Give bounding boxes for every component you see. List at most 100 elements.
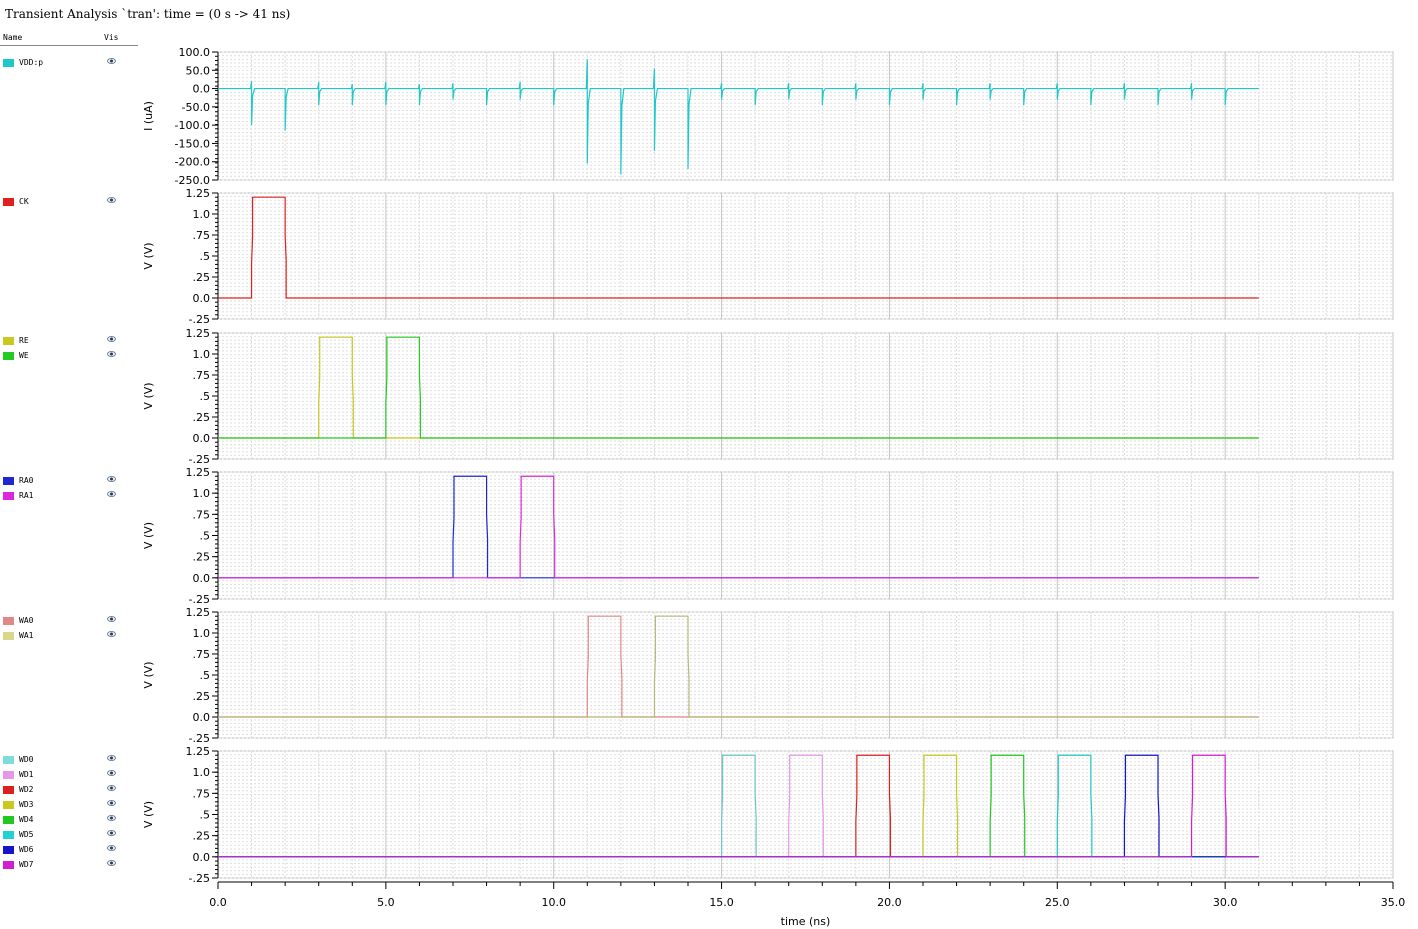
signal-color-swatch bbox=[3, 337, 14, 345]
legend-signal-wa0[interactable]: WA0 bbox=[3, 615, 138, 627]
visibility-eye-icon[interactable] bbox=[107, 769, 116, 777]
y-tick-label: 50.0 bbox=[186, 64, 211, 77]
y-tick-label: 1.25 bbox=[186, 745, 211, 758]
legend-signal-wd6[interactable]: WD6 bbox=[3, 844, 138, 856]
signal-color-swatch bbox=[3, 801, 14, 809]
trace-wd3[interactable] bbox=[218, 754, 1259, 858]
panel-3: 1.25 1.0 .75 .5 .25 0.0 -.25 V (V) bbox=[142, 466, 1394, 606]
y-axis-label: V (V) bbox=[142, 661, 155, 688]
y-tick-label: 0.0 bbox=[193, 711, 211, 724]
y-axis-label: V (V) bbox=[142, 382, 155, 409]
y-tick-label: 0.0 bbox=[193, 292, 211, 305]
panel-0: 100.0 50.0 0.0 -50.0 -100.0 -150.0 -200.0 -250.… bbox=[142, 46, 1394, 187]
legend-signal-ra1[interactable]: RA1 bbox=[3, 490, 138, 502]
legend-signal-wd3[interactable]: WD3 bbox=[3, 799, 138, 811]
signal-color-swatch bbox=[3, 632, 14, 640]
panel-1: 1.25 1.0 .75 .5 .25 0.0 -.25 V (V) bbox=[142, 187, 1394, 326]
signal-name-label: WD6 bbox=[19, 845, 34, 854]
visibility-eye-icon[interactable] bbox=[107, 829, 116, 837]
trace-wa0[interactable] bbox=[218, 615, 1259, 718]
signal-name-label: WD2 bbox=[19, 785, 34, 794]
y-tick-label: 0.0 bbox=[193, 851, 211, 864]
signal-color-swatch bbox=[3, 59, 14, 67]
y-tick-label: 1.0 bbox=[193, 208, 211, 221]
x-tick-label: 25.0 bbox=[1045, 896, 1070, 909]
trace-vdd-p[interactable] bbox=[218, 59, 1259, 175]
trace-ra1[interactable] bbox=[218, 475, 1259, 579]
legend-signal-wd0[interactable]: WD0 bbox=[3, 754, 138, 766]
signal-name-label: WE bbox=[19, 351, 29, 360]
legend-signal-wd7[interactable]: WD7 bbox=[3, 859, 138, 871]
signal-name-label: WA0 bbox=[19, 616, 34, 625]
y-tick-label: .25 bbox=[193, 690, 211, 703]
legend-signal-wd1[interactable]: WD1 bbox=[3, 769, 138, 781]
visibility-eye-icon[interactable] bbox=[107, 335, 116, 343]
legend-signal-vdd-p[interactable]: VDD:p bbox=[3, 57, 138, 69]
signal-name-label: WD4 bbox=[19, 815, 34, 824]
y-tick-label: -100.0 bbox=[175, 119, 210, 132]
y-axis-label: I (uA) bbox=[142, 101, 155, 131]
legend-signal-we[interactable]: WE bbox=[3, 350, 138, 362]
y-tick-label: -250.0 bbox=[175, 174, 210, 187]
signal-name-label: RA1 bbox=[19, 491, 34, 500]
trace-wd1[interactable] bbox=[218, 754, 1259, 858]
y-tick-label: .5 bbox=[200, 390, 211, 403]
panel-frame bbox=[217, 471, 1394, 600]
y-tick-label: 0.0 bbox=[193, 83, 211, 96]
panel-4: 1.25 1.0 .75 .5 .25 0.0 -.25 V (V) bbox=[142, 606, 1394, 745]
y-tick-label: 1.0 bbox=[193, 766, 211, 779]
trace-wd4[interactable] bbox=[218, 754, 1259, 858]
x-tick-label: 15.0 bbox=[709, 896, 734, 909]
signal-color-swatch bbox=[3, 786, 14, 794]
y-tick-label: 1.25 bbox=[186, 606, 211, 619]
signal-name-label: WD5 bbox=[19, 830, 34, 839]
y-tick-label: .25 bbox=[193, 411, 211, 424]
visibility-eye-icon[interactable] bbox=[107, 615, 116, 623]
y-tick-label: 0.0 bbox=[193, 432, 211, 445]
trace-re[interactable] bbox=[218, 336, 1259, 439]
visibility-eye-icon[interactable] bbox=[107, 490, 116, 498]
visibility-eye-icon[interactable] bbox=[107, 799, 116, 807]
signal-color-swatch bbox=[3, 816, 14, 824]
trace-ra0[interactable] bbox=[218, 475, 1259, 579]
visibility-eye-icon[interactable] bbox=[107, 754, 116, 762]
visibility-eye-icon[interactable] bbox=[107, 844, 116, 852]
y-tick-label: -.25 bbox=[189, 732, 210, 745]
y-axis-label: V (V) bbox=[142, 522, 155, 549]
x-tick-label: 10.0 bbox=[541, 896, 566, 909]
visibility-eye-icon[interactable] bbox=[107, 784, 116, 792]
x-tick-label: 35.0 bbox=[1381, 896, 1406, 909]
legend-signal-ck[interactable]: CK bbox=[3, 196, 138, 208]
trace-we[interactable] bbox=[218, 336, 1259, 439]
visibility-eye-icon[interactable] bbox=[107, 196, 116, 204]
trace-wd2[interactable] bbox=[218, 754, 1259, 858]
trace-wd7[interactable] bbox=[218, 754, 1259, 858]
visibility-eye-icon[interactable] bbox=[107, 350, 116, 358]
signal-name-label: WD0 bbox=[19, 755, 34, 764]
x-axis-label: time (ns) bbox=[781, 915, 831, 928]
y-tick-label: .5 bbox=[200, 809, 211, 822]
legend-signal-re[interactable]: RE bbox=[3, 335, 138, 347]
signal-name-label: WD3 bbox=[19, 800, 34, 809]
legend-signal-wa1[interactable]: WA1 bbox=[3, 630, 138, 642]
visibility-eye-icon[interactable] bbox=[107, 859, 116, 867]
legend-signal-wd4[interactable]: WD4 bbox=[3, 814, 138, 826]
visibility-eye-icon[interactable] bbox=[107, 630, 116, 638]
x-tick-label: 30.0 bbox=[1213, 896, 1238, 909]
legend-signal-wd5[interactable]: WD5 bbox=[3, 829, 138, 841]
trace-wd0[interactable] bbox=[218, 754, 1259, 858]
legend-signal-wd2[interactable]: WD2 bbox=[3, 784, 138, 796]
trace-wa1[interactable] bbox=[218, 615, 1259, 718]
trace-wd6[interactable] bbox=[218, 754, 1259, 858]
signal-color-swatch bbox=[3, 352, 14, 360]
signal-color-swatch bbox=[3, 831, 14, 839]
visibility-eye-icon[interactable] bbox=[107, 814, 116, 822]
panel-frame bbox=[217, 51, 1394, 181]
y-tick-label: .75 bbox=[193, 508, 211, 521]
trace-ck[interactable] bbox=[218, 196, 1259, 299]
visibility-eye-icon[interactable] bbox=[107, 475, 116, 483]
legend-signal-ra0[interactable]: RA0 bbox=[3, 475, 138, 487]
visibility-eye-icon[interactable] bbox=[107, 57, 116, 65]
trace-wd5[interactable] bbox=[218, 754, 1259, 858]
